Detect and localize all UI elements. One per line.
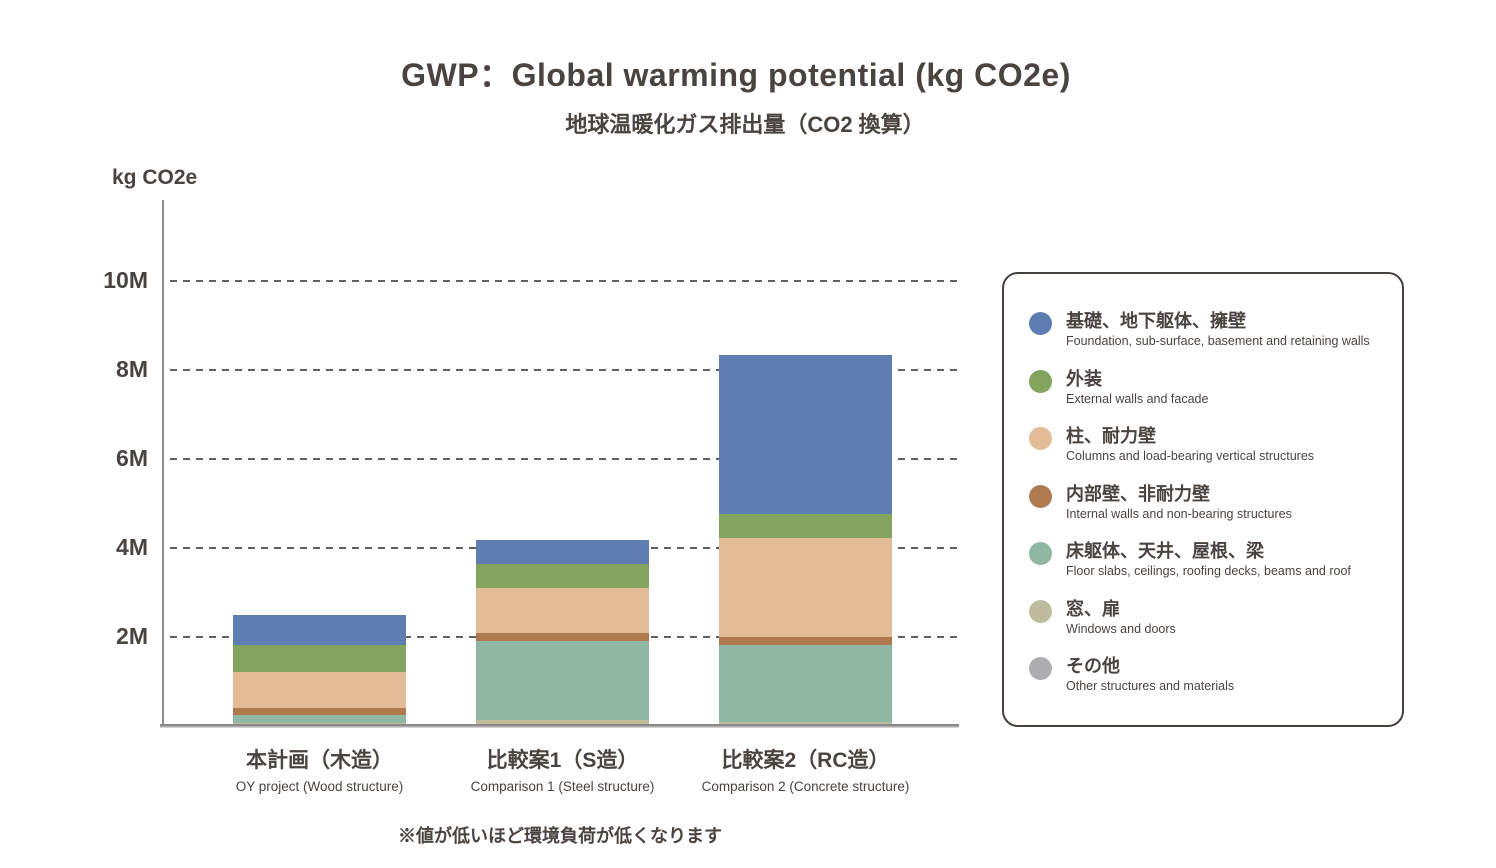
legend-label-en: Foundation, sub-surface, basement and re… <box>1066 334 1370 348</box>
x-label-jp-3: 比較案2（RC造） <box>721 749 890 772</box>
x-label-jp-2: 比較案1（S造） <box>486 749 639 772</box>
bar-2 <box>476 539 649 726</box>
legend-label-jp: 床躯体、天井、屋根、梁 <box>1066 541 1264 561</box>
y-axis-line <box>162 200 164 727</box>
legend-label-en: Windows and doors <box>1066 621 1176 636</box>
legend-swatch-icon <box>1029 312 1052 335</box>
footnote: ※値が低いほど環境負荷が低くなります <box>398 826 722 846</box>
legend-item-4: 内部壁、非耐力壁 Internal walls and non-bearing s… <box>1029 484 1388 542</box>
gridline-6M <box>170 458 958 460</box>
bar-3-segment-4 <box>719 637 892 646</box>
bar-2-segment-2 <box>476 563 649 588</box>
legend-label-en: Internal walls and non-bearing structure… <box>1066 506 1292 521</box>
bar-1-segment-5 <box>233 714 406 724</box>
page-title: GWP：Global warming potential (kg CO2e) <box>401 57 1071 93</box>
bar-3-segment-3 <box>719 537 892 638</box>
legend-label-en: Columns and load-bearing vertical struct… <box>1066 449 1315 463</box>
bar-2-segment-6 <box>476 720 649 726</box>
bar-3-segment-1 <box>719 355 892 514</box>
x-label-en-3: Comparison 2 (Concrete structure) <box>701 779 910 794</box>
bar-2-segment-3 <box>476 587 649 634</box>
legend-text: 内部壁、非耐力壁 Internal walls and non-bearing s… <box>1066 484 1292 522</box>
legend-swatch-icon <box>1029 369 1052 393</box>
bar-1-segment-3 <box>233 671 406 709</box>
bar-1-segment-2 <box>233 644 406 672</box>
y-tick-label: 10M <box>103 267 148 293</box>
x-axis-line <box>160 724 959 728</box>
legend-swatch-icon <box>1029 484 1052 508</box>
legend-label-jp: 柱、耐力壁 <box>1066 426 1156 446</box>
legend-swatch-icon <box>1029 542 1052 565</box>
legend-label-en: Floor slabs, ceilings, roofing decks, be… <box>1066 564 1351 578</box>
legend-label-jp: 内部壁、非耐力壁 <box>1066 483 1210 504</box>
x-label-en-1: OY project (Wood structure) <box>235 779 404 794</box>
bar-2-segment-4 <box>476 633 649 641</box>
legend-swatch-icon <box>1029 657 1052 680</box>
legend-item-6: 窓、扉 Windows and doors <box>1029 599 1388 657</box>
y-tick-label: 4M <box>116 534 148 560</box>
legend-label-en: Other structures and materials <box>1066 679 1235 693</box>
legend-item-2: 外装 External walls and facade <box>1029 369 1388 427</box>
legend-label-en: External walls and facade <box>1066 391 1209 406</box>
legend-item-7: その他 Other structures and materials <box>1029 656 1388 714</box>
legend-text: その他 Other structures and materials <box>1066 656 1234 694</box>
gridline-8M <box>170 369 958 371</box>
legend-label-jp: 窓、扉 <box>1066 598 1120 619</box>
legend-label-jp: 基礎、地下躯体、擁壁 <box>1066 311 1246 331</box>
bar-1 <box>233 614 406 726</box>
legend-text: 柱、耐力壁 Columns and load-bearing vertical s… <box>1066 426 1314 464</box>
bar-3-segment-5 <box>719 645 892 722</box>
legend-item-5: 床躯体、天井、屋根、梁 Floor slabs, ceilings, roofin… <box>1029 541 1388 599</box>
y-tick-label: 8M <box>116 356 148 382</box>
bar-1-segment-4 <box>233 708 406 715</box>
legend-text: 床躯体、天井、屋根、梁 Floor slabs, ceilings, roofin… <box>1066 541 1351 579</box>
gridline-10M <box>170 280 958 282</box>
bar-3 <box>719 355 892 726</box>
y-axis-title: kg CO2e <box>112 166 198 189</box>
legend-text: 外装 External walls and facade <box>1066 369 1208 407</box>
page-subtitle: 地球温暖化ガス排出量（CO2 換算） <box>565 112 925 137</box>
bar-3-segment-2 <box>719 513 892 538</box>
bar-1-segment-1 <box>233 614 406 645</box>
legend-text: 窓、扉 Windows and doors <box>1066 599 1176 637</box>
bar-2-segment-5 <box>476 640 649 721</box>
legend-label-jp: その他 <box>1066 656 1120 676</box>
bar-2-segment-1 <box>476 539 649 564</box>
legend-item-3: 柱、耐力壁 Columns and load-bearing vertical s… <box>1029 426 1388 484</box>
y-tick-label: 2M <box>116 623 148 649</box>
legend-label-jp: 外装 <box>1066 368 1102 389</box>
legend-text: 基礎、地下躯体、擁壁 Foundation, sub-surface, basem… <box>1066 311 1370 349</box>
legend-swatch-icon <box>1029 427 1052 450</box>
legend-box: 基礎、地下躯体、擁壁 Foundation, sub-surface, basem… <box>1002 272 1404 727</box>
legend-swatch-icon <box>1029 599 1052 623</box>
x-label-en-2: Comparison 1 (Steel structure) <box>470 779 655 794</box>
legend-item-1: 基礎、地下躯体、擁壁 Foundation, sub-surface, basem… <box>1029 311 1388 369</box>
y-tick-label: 6M <box>116 445 148 471</box>
x-label-jp-1: 本計画（木造） <box>246 749 393 772</box>
